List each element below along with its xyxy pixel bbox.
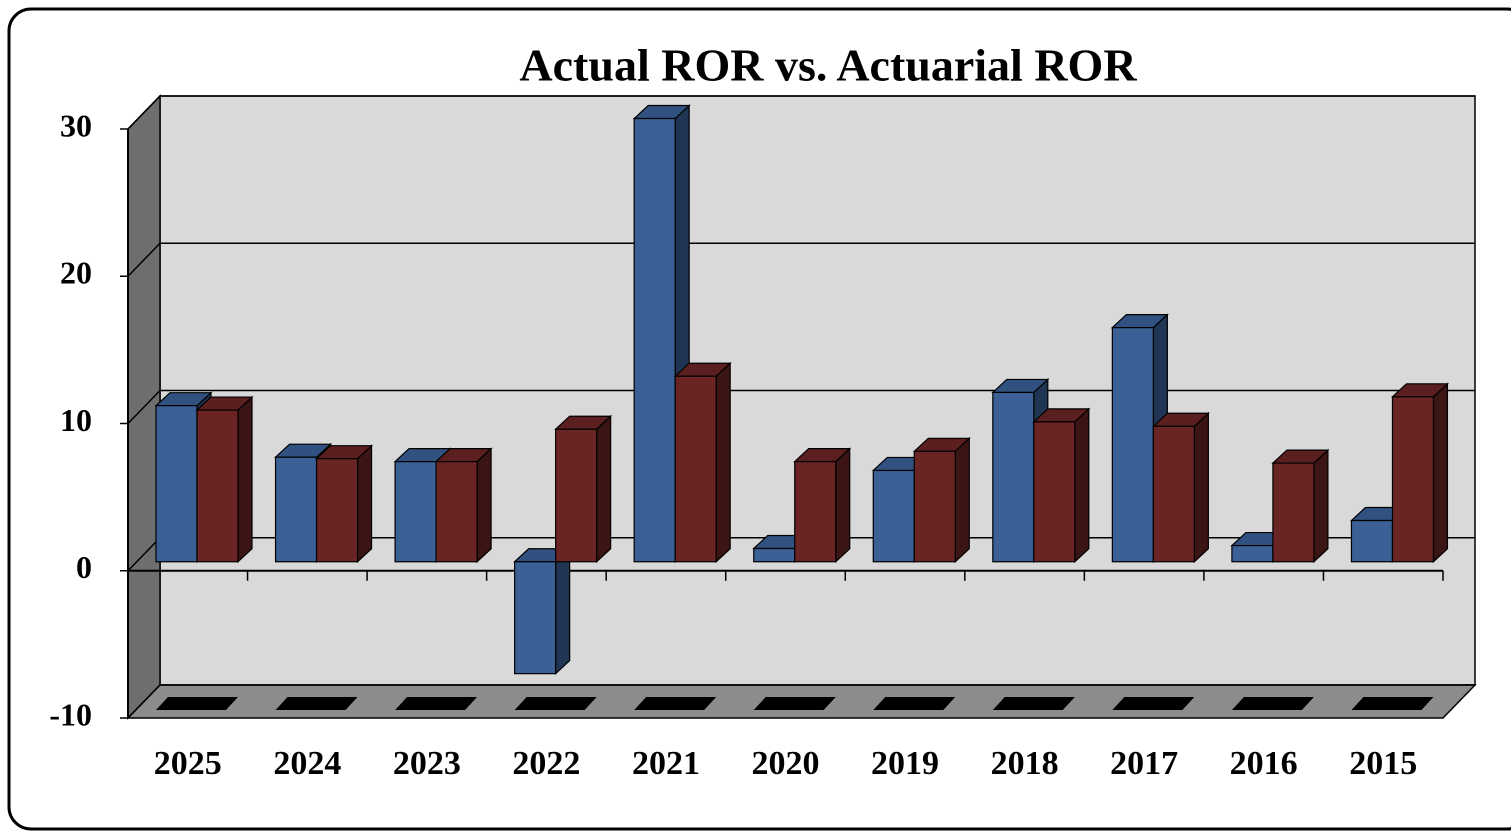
grid [120, 95, 1475, 719]
y-tick-label: -10 [49, 696, 92, 732]
bar-side [715, 361, 731, 564]
bar [394, 461, 437, 563]
bar [435, 461, 478, 563]
bar [913, 450, 956, 563]
bar [196, 409, 239, 563]
bar [155, 405, 198, 563]
bars [154, 104, 1449, 676]
x-tick-label: 2021 [632, 745, 700, 782]
bar [1350, 519, 1394, 563]
x-tick-label: 2015 [1349, 745, 1417, 782]
grid-line [127, 242, 161, 277]
floor-shadow [753, 697, 836, 710]
bar-side [356, 444, 373, 564]
bar [1272, 462, 1315, 563]
bar-side [954, 436, 970, 564]
bar [555, 428, 598, 563]
x-tick-label: 2017 [1110, 745, 1178, 782]
x-tick-label: 2022 [512, 745, 580, 782]
bar [674, 375, 717, 563]
bar [1391, 396, 1435, 563]
floor-shadow [275, 697, 358, 710]
bar [1231, 544, 1274, 563]
bar [514, 561, 557, 675]
bar [1033, 421, 1076, 563]
bar-side [1193, 411, 1209, 564]
bar [1152, 425, 1195, 563]
bar [315, 458, 359, 563]
bar [794, 461, 837, 563]
bar-side [476, 447, 492, 564]
floor-shadow [873, 697, 956, 710]
bar [274, 456, 318, 563]
x-tick-label: 2025 [154, 745, 222, 782]
grid-line [127, 95, 161, 130]
bar-side [1432, 382, 1449, 564]
x-tick-label: 2023 [393, 745, 461, 782]
bar-side [835, 447, 851, 564]
bar [1111, 327, 1154, 563]
grid-line [127, 537, 161, 572]
floor-shadow [514, 697, 597, 710]
floor-shadow [634, 697, 717, 710]
bar [753, 547, 796, 563]
bar [992, 391, 1035, 563]
x-tick-label: 2018 [991, 745, 1059, 782]
bar-side [1074, 407, 1090, 564]
bar-side [237, 395, 253, 564]
floor-shadow [1351, 697, 1434, 710]
grid-line [127, 684, 161, 719]
floor-shadow [395, 697, 478, 710]
grid-line [127, 389, 161, 425]
x-tick-label: 2020 [752, 745, 820, 782]
y-tick-label: 20 [60, 255, 92, 291]
bar-side [596, 414, 612, 564]
bar [633, 117, 676, 563]
y-tick-label: 10 [60, 402, 92, 438]
x-tick-label: 2019 [871, 745, 939, 782]
y-tick-label: 30 [60, 107, 92, 143]
x-tick-label: 2024 [273, 745, 341, 782]
y-tick-label: 0 [76, 549, 92, 585]
floor-shadow [992, 697, 1075, 710]
chart-title: Actual ROR vs. Actuarial ROR [519, 40, 1137, 91]
bar [872, 469, 915, 563]
bar-side [1313, 448, 1329, 564]
floor-shadow [1112, 697, 1195, 710]
x-tick-label: 2016 [1230, 745, 1298, 782]
bar-side [555, 547, 571, 676]
floor-shadow [156, 697, 238, 710]
floor-shadow [1231, 697, 1314, 710]
